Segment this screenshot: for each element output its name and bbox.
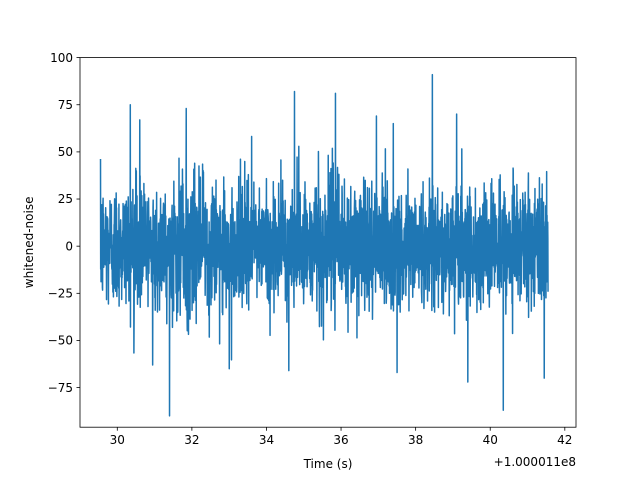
series-line [99,73,549,417]
y-tick-label: −75 [48,381,73,395]
x-tick-label: 32 [184,433,199,447]
x-tick-label: 36 [333,433,348,447]
y-axis: −75 −50 −25 0 25 50 75 100 [48,51,80,395]
y-tick-label: 100 [50,51,73,65]
x-tick-label: 40 [483,433,498,447]
x-tick-label: 30 [110,433,125,447]
x-tick-label: 38 [408,433,423,447]
y-tick-label: −25 [48,287,73,301]
x-offset-label: +1.000011e8 [494,455,576,469]
x-tick-label: 34 [259,433,274,447]
x-tick-label: 42 [557,433,572,447]
y-tick-label: 25 [58,192,73,206]
y-tick-label: 50 [58,145,73,159]
y-tick-label: 75 [58,98,73,112]
axes-frame [79,57,577,428]
y-axis-label: whitened-noise [22,197,36,289]
y-tick-label: 0 [65,239,73,253]
y-tick-label: −50 [48,334,73,348]
x-axis-label: Time (s) [303,457,353,471]
plot-area [99,73,549,417]
x-axis: 30 32 34 36 38 40 42 [110,427,572,447]
